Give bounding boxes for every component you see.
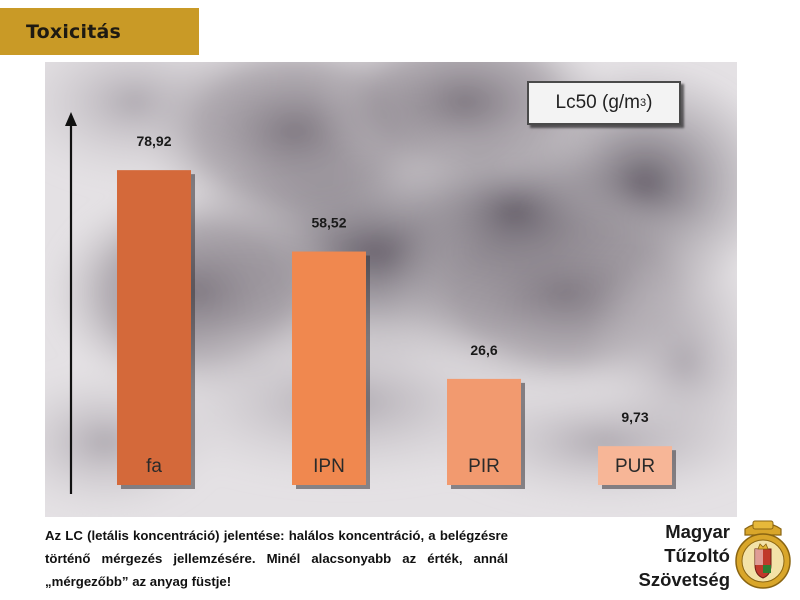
- bar-chart: 78,92 fa 58,52 IPN 26,6 PIR 9,73 PUR: [45, 62, 737, 517]
- category-label-pur: PUR: [615, 456, 655, 477]
- bar-ipn: [292, 251, 366, 485]
- value-label-fa: 78,92: [136, 133, 171, 149]
- federation-emblem-icon: [735, 520, 791, 589]
- value-label-pur: 9,73: [621, 409, 648, 425]
- bar-fa: [117, 170, 191, 485]
- logo-line-2: Tűzoltó: [664, 545, 730, 566]
- category-label-pir: PIR: [468, 456, 500, 477]
- bar-pur: [598, 446, 672, 485]
- category-label-fa: fa: [146, 456, 162, 477]
- logo-line-3: Szövetség: [638, 569, 730, 590]
- value-label-ipn: 58,52: [311, 215, 346, 231]
- title-bar: Toxicitás: [0, 8, 199, 55]
- federation-logo-text: Magyar Tűzoltó Szövetség: [638, 520, 730, 592]
- value-label-pir: 26,6: [470, 342, 497, 358]
- legend-box: Lc50 (g/m 3): [527, 81, 681, 125]
- logo-line-1: Magyar: [665, 521, 730, 542]
- bar-pir: [447, 378, 521, 485]
- legend-unit-sup: 3: [640, 97, 647, 109]
- legend-label: Lc50 (g/m: [555, 92, 641, 113]
- caption-text: Az LC (letális koncentráció) jelentése: …: [45, 528, 508, 589]
- y-axis-arrow: [65, 112, 77, 494]
- legend-label-close: ): [646, 92, 653, 113]
- category-label-ipn: IPN: [313, 456, 345, 477]
- page-title: Toxicitás: [26, 20, 122, 43]
- bars-layer: 78,92 fa 58,52 IPN 26,6 PIR 9,73 PUR: [117, 133, 676, 489]
- chart-panel: 78,92 fa 58,52 IPN 26,6 PIR 9,73 PUR Lc50 (g/m 3…: [45, 62, 737, 517]
